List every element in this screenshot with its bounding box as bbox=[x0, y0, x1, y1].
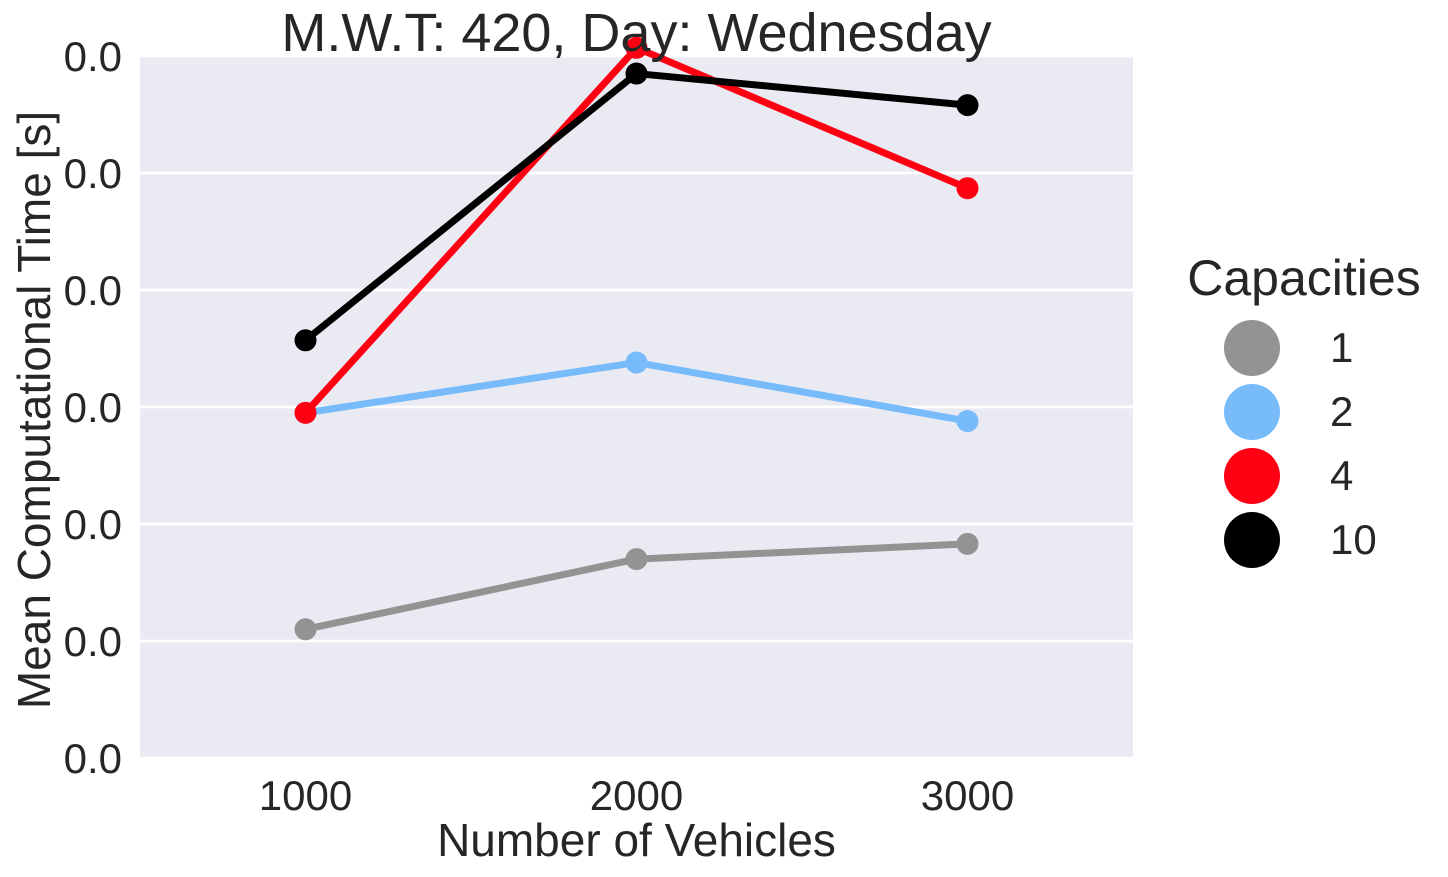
legend-marker bbox=[1224, 384, 1280, 440]
legend: Capacities 1 2 4 10 bbox=[1160, 240, 1440, 572]
data-point bbox=[956, 94, 979, 117]
y-tick-label: 0.0 bbox=[64, 384, 122, 431]
legend-label: 10 bbox=[1330, 516, 1377, 563]
y-tick-labels: 0.0 0.0 0.0 0.0 0.0 0.0 0.0 bbox=[64, 33, 122, 782]
legend-entry: 2 bbox=[1160, 380, 1440, 444]
y-axis-label-wrapper: Mean Computational Time [s] bbox=[4, 60, 64, 760]
series-1 bbox=[294, 532, 979, 641]
x-axis-label: Number of Vehicles bbox=[437, 814, 836, 866]
legend-marker bbox=[1224, 512, 1280, 568]
legend-marker bbox=[1224, 448, 1280, 504]
series-10 bbox=[294, 62, 979, 352]
legend-entry: 1 bbox=[1160, 316, 1440, 380]
y-tick-label: 0.0 bbox=[64, 150, 122, 197]
y-axis-label: Mean Computational Time [s] bbox=[8, 110, 60, 710]
legend-entry: 10 bbox=[1160, 508, 1440, 572]
legend-label: 2 bbox=[1330, 388, 1354, 435]
legend-title: Capacities bbox=[1187, 250, 1421, 306]
data-point bbox=[294, 401, 317, 424]
legend-label: 1 bbox=[1330, 324, 1354, 371]
series-group bbox=[294, 36, 979, 641]
data-point bbox=[625, 351, 648, 374]
data-point bbox=[625, 36, 648, 59]
legend-entry: 4 bbox=[1160, 444, 1440, 508]
data-point bbox=[294, 618, 317, 641]
y-tick-label: 0.0 bbox=[64, 501, 122, 548]
x-tick-label: 3000 bbox=[921, 772, 1014, 819]
x-tick-label: 2000 bbox=[590, 772, 683, 819]
y-tick-label: 0.0 bbox=[64, 33, 122, 80]
data-point bbox=[625, 548, 648, 571]
data-point bbox=[956, 177, 979, 200]
legend-marker bbox=[1224, 320, 1280, 376]
data-point bbox=[294, 329, 317, 352]
y-tick-label: 0.0 bbox=[64, 267, 122, 314]
data-point bbox=[956, 410, 979, 433]
y-tick-label: 0.0 bbox=[64, 618, 122, 665]
series-4 bbox=[294, 36, 979, 424]
y-tick-label: 0.0 bbox=[64, 735, 122, 782]
x-tick-labels: 1000 2000 3000 bbox=[259, 772, 1014, 819]
x-tick-label: 1000 bbox=[259, 772, 352, 819]
chart-title: M.W.T: 420, Day: Wednesday bbox=[281, 3, 992, 63]
data-point bbox=[625, 62, 648, 85]
data-point bbox=[956, 532, 979, 555]
legend-items: 1 2 4 10 bbox=[1160, 316, 1440, 572]
legend-label: 4 bbox=[1330, 452, 1354, 499]
